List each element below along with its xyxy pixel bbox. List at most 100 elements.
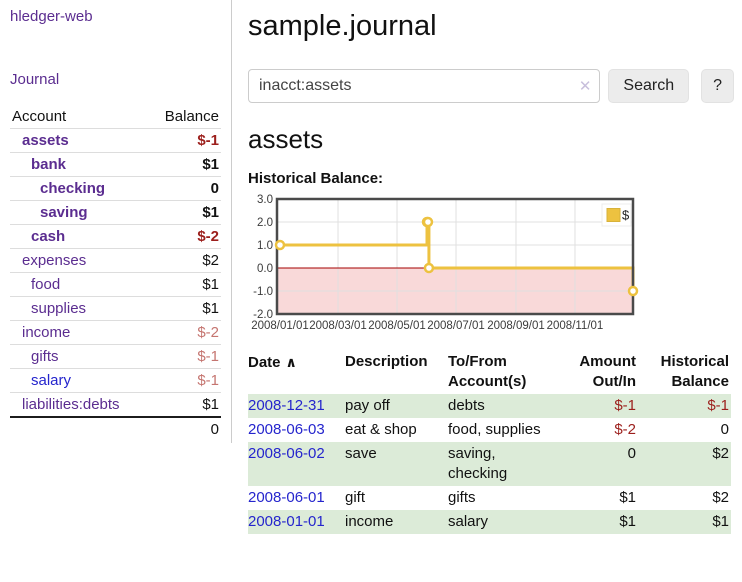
y-axis-tick-label: 2.0: [257, 217, 273, 229]
accounts-table: Account Balance assets $-1 bank $1 checking 0…: [10, 105, 221, 441]
account-row: liabilities:debts $1: [10, 392, 221, 418]
transaction-date-link[interactable]: 2008-06-03: [248, 421, 325, 438]
data-point-marker: [627, 285, 639, 297]
account-link[interactable]: bank: [31, 156, 67, 173]
transaction-accounts: gifts: [448, 489, 476, 506]
transaction-balance: $-1: [707, 397, 729, 414]
transaction-date-link[interactable]: 2008-06-02: [248, 445, 325, 462]
account-link[interactable]: income: [22, 324, 71, 341]
account-balance: $2: [148, 248, 221, 273]
account-link[interactable]: food: [31, 276, 61, 293]
x-axis-tick-label: 2008/11/01: [547, 320, 604, 332]
register-column-accounts: To/From Account(s): [448, 353, 527, 390]
x-axis-tick-label: 2008/01/01: [251, 320, 309, 332]
register-row: 2008-01-01 income salary $1 $1: [248, 510, 731, 534]
total-spacer: [10, 416, 149, 441]
legend-label: $: [622, 208, 630, 223]
transaction-date[interactable]: 2008-01-01: [248, 510, 345, 534]
search-input[interactable]: [248, 69, 601, 103]
transaction-description: income: [345, 513, 394, 530]
transaction-description: save: [345, 445, 377, 462]
y-axis-tick-label: 1.0: [257, 240, 273, 252]
transaction-date-link[interactable]: 2008-01-01: [248, 513, 325, 530]
transaction-date[interactable]: 2008-06-02: [248, 442, 345, 486]
account-row: income $-2: [10, 320, 221, 345]
sidebar: hledger-web Journal Account Balance asse…: [0, 0, 232, 443]
account-balance: $1: [148, 152, 221, 177]
transaction-date[interactable]: 2008-06-03: [248, 418, 345, 442]
transaction-amount: 0: [627, 445, 636, 462]
help-button[interactable]: ?: [701, 69, 734, 103]
register-row: 2008-12-31 pay off debts $-1 $-1: [248, 394, 731, 418]
account-link[interactable]: liabilities:debts: [22, 396, 120, 413]
account-link[interactable]: expenses: [22, 252, 87, 269]
plot-border: [275, 197, 635, 316]
accounts-column-header: Account: [10, 105, 149, 129]
search-button[interactable]: Search: [608, 69, 690, 103]
x-axis-tick-label: 2008/03/01: [309, 320, 367, 332]
x-axis-tick-label: 2008/07/01: [427, 320, 485, 332]
y-axis-tick-label: 0.0: [257, 263, 273, 275]
account-link[interactable]: salary: [31, 372, 72, 389]
account-link[interactable]: checking: [40, 180, 106, 197]
register-column-amount: Amount Out/In: [579, 353, 636, 390]
account-balance: 0: [148, 176, 221, 201]
main-content: sample.journal ✕ Search ? assets Histori…: [248, 0, 734, 534]
account-row: expenses $2: [10, 248, 221, 273]
account-row: assets $-1: [10, 128, 221, 153]
accounts-total-balance: 0: [148, 416, 221, 441]
account-link[interactable]: supplies: [31, 300, 87, 317]
account-row: salary $-1: [10, 368, 221, 393]
accounts-table-header: Account Balance: [10, 105, 221, 129]
legend-swatch: [606, 208, 621, 222]
transaction-amount: $-2: [614, 421, 636, 438]
account-link[interactable]: saving: [40, 204, 88, 221]
account-balance: $-1: [148, 368, 221, 393]
account-balance: $-1: [148, 344, 221, 369]
sort-ascending-icon: ∧: [285, 354, 297, 370]
account-heading: assets: [248, 124, 324, 154]
search-form: ✕ Search ?: [248, 69, 734, 103]
page-title: sample.journal: [248, 10, 437, 42]
register-column-description: Description: [345, 353, 428, 370]
balance-column-header: Balance: [148, 105, 221, 129]
register-table: Date ∧ Description To/From Account(s) Amo…: [248, 350, 731, 534]
register-header-row: Date ∧ Description To/From Account(s) Amo…: [248, 350, 731, 394]
account-row: supplies $1: [10, 296, 221, 321]
account-link[interactable]: assets: [22, 132, 69, 149]
register-row: 2008-06-03 eat & shop food, supplies $-2 0: [248, 418, 731, 442]
account-link[interactable]: cash: [31, 228, 66, 245]
transaction-date[interactable]: 2008-12-31: [248, 394, 345, 418]
transaction-balance: 0: [720, 421, 729, 438]
y-axis-tick-label: -1.0: [253, 286, 273, 298]
transaction-balance: $1: [712, 513, 729, 530]
transaction-balance: $2: [712, 489, 729, 506]
data-point-marker: [422, 216, 434, 228]
account-row: cash $-2: [10, 224, 221, 249]
account-row: saving $1: [10, 200, 221, 225]
account-balance: $-2: [148, 320, 221, 345]
account-row: checking 0: [10, 176, 221, 201]
transaction-amount: $1: [619, 513, 636, 530]
transaction-amount: $-1: [614, 397, 636, 414]
transaction-accounts: debts: [448, 397, 485, 414]
account-row: gifts $-1: [10, 344, 221, 369]
clear-search-icon[interactable]: ✕: [578, 78, 592, 95]
account-row: food $1: [10, 272, 221, 297]
chart-label: Historical Balance:: [248, 170, 384, 187]
app-title-link[interactable]: hledger-web: [10, 8, 93, 25]
transaction-accounts: food, supplies: [448, 421, 541, 438]
account-balance: $1: [148, 296, 221, 321]
transaction-description: pay off: [345, 397, 390, 414]
transaction-date[interactable]: 2008-06-01: [248, 486, 345, 510]
sidebar-item-journal[interactable]: Journal: [10, 71, 60, 88]
transaction-date-link[interactable]: 2008-06-01: [248, 489, 325, 506]
account-balance: $-2: [148, 224, 221, 249]
transaction-balance: $2: [712, 445, 729, 462]
account-link[interactable]: gifts: [31, 348, 59, 365]
account-balance: $1: [148, 392, 221, 418]
register-column-date[interactable]: Date ∧: [248, 354, 297, 371]
transaction-date-link[interactable]: 2008-12-31: [248, 397, 325, 414]
search-input-wrap: ✕: [248, 69, 601, 103]
